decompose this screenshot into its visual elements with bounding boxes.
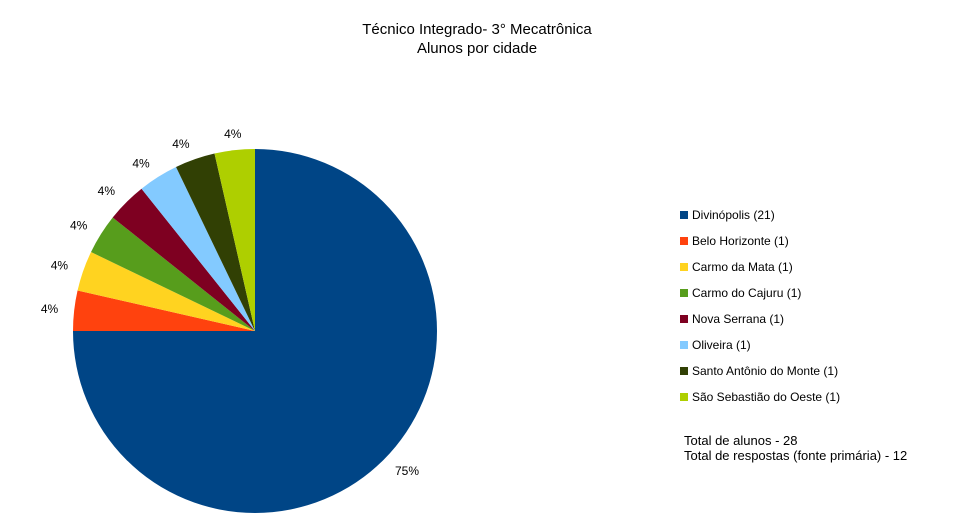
pie-slice: [91, 217, 256, 331]
slice-percent-label: 75%: [395, 464, 419, 478]
legend-label: Nova Serrana (1): [692, 312, 785, 326]
slice-percent-label: 4%: [132, 156, 150, 170]
legend-swatch: [680, 315, 688, 323]
chart-title: Técnico Integrado- 3° Mecatrônica: [362, 21, 592, 38]
legend-label: São Sebastião do Oeste (1): [692, 390, 841, 404]
legend-label: Divinópolis (21): [692, 208, 775, 222]
slice-percent-label: 4%: [172, 137, 190, 151]
legend-label: Belo Horizonte (1): [692, 234, 789, 248]
slice-percent-label: 4%: [224, 127, 242, 141]
pie-slice: [176, 153, 255, 331]
total-students-note: Total de alunos - 28: [684, 433, 798, 448]
slice-percent-label: 4%: [98, 184, 116, 198]
legend-label: Santo Antônio do Monte (1): [692, 364, 839, 378]
legend-label: Carmo da Mata (1): [692, 260, 793, 274]
legend-swatch: [680, 237, 688, 245]
legend-swatch: [680, 211, 688, 219]
chart-notes: Total de alunos - 28 Total de respostas …: [684, 433, 907, 463]
legend-swatch: [680, 341, 688, 349]
legend-swatch: [680, 263, 688, 271]
legend-swatch: [680, 393, 688, 401]
slice-percent-label: 4%: [41, 302, 59, 316]
slice-percent-label: 4%: [51, 259, 69, 273]
legend-swatch: [680, 289, 688, 297]
pie-slice: [77, 252, 255, 331]
pie-slice: [72, 290, 255, 331]
pie-slice: [112, 188, 256, 331]
pie-slice: [141, 167, 255, 331]
legend-swatch: [680, 367, 688, 375]
legend-label: Oliveira (1): [692, 338, 751, 352]
total-responses-note: Total de respostas (fonte primária) - 12: [684, 448, 908, 463]
chart-subtitle: Alunos por cidade: [416, 40, 538, 57]
legend-label: Carmo do Cajuru (1): [692, 286, 802, 300]
slice-percent-label: 4%: [70, 219, 88, 233]
pie-slice: [214, 149, 255, 331]
